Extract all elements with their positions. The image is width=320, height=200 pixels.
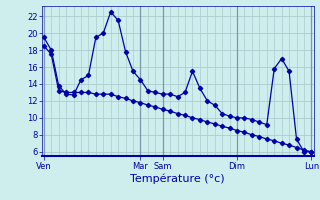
X-axis label: Température (°c): Température (°c) (130, 173, 225, 184)
